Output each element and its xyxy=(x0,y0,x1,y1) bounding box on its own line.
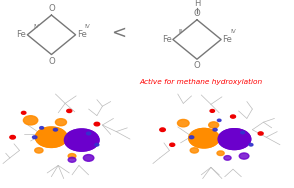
Circle shape xyxy=(21,111,26,114)
Circle shape xyxy=(210,109,215,112)
Circle shape xyxy=(95,143,99,146)
Circle shape xyxy=(239,153,249,159)
Circle shape xyxy=(258,132,263,135)
Circle shape xyxy=(35,127,67,147)
Text: O: O xyxy=(194,9,200,18)
Circle shape xyxy=(249,143,253,146)
Circle shape xyxy=(33,136,37,139)
Circle shape xyxy=(64,129,99,151)
Circle shape xyxy=(68,157,76,162)
Circle shape xyxy=(40,127,44,129)
Circle shape xyxy=(170,143,175,146)
Text: <: < xyxy=(111,24,127,42)
Text: O: O xyxy=(48,57,55,66)
Text: III: III xyxy=(179,29,183,34)
Circle shape xyxy=(224,156,231,160)
Text: Fe: Fe xyxy=(77,30,87,39)
Text: O: O xyxy=(48,4,55,13)
Text: Fe: Fe xyxy=(162,35,172,44)
Circle shape xyxy=(94,122,100,126)
Circle shape xyxy=(189,136,194,139)
Circle shape xyxy=(68,154,76,158)
Circle shape xyxy=(218,129,251,149)
Circle shape xyxy=(24,116,38,125)
Circle shape xyxy=(213,128,217,131)
Circle shape xyxy=(86,132,91,135)
Circle shape xyxy=(230,115,235,118)
Circle shape xyxy=(209,122,219,128)
Circle shape xyxy=(241,131,245,134)
Text: Fe: Fe xyxy=(222,35,232,44)
Text: Active for methane hydroxylation: Active for methane hydroxylation xyxy=(140,79,263,85)
Circle shape xyxy=(54,128,58,131)
Circle shape xyxy=(217,151,224,155)
Circle shape xyxy=(178,119,189,127)
Text: IV: IV xyxy=(230,29,236,34)
Circle shape xyxy=(217,119,221,121)
Circle shape xyxy=(190,148,198,153)
Text: IV: IV xyxy=(33,24,39,29)
Circle shape xyxy=(67,109,72,112)
Text: O: O xyxy=(194,61,200,70)
Circle shape xyxy=(189,128,219,148)
Circle shape xyxy=(35,127,67,147)
Circle shape xyxy=(64,129,99,151)
Circle shape xyxy=(35,148,43,153)
Circle shape xyxy=(83,155,94,161)
Circle shape xyxy=(160,128,165,131)
Text: IV: IV xyxy=(84,24,90,29)
Circle shape xyxy=(189,128,219,148)
Text: H: H xyxy=(194,0,200,8)
Circle shape xyxy=(56,119,66,126)
Circle shape xyxy=(10,136,15,139)
Circle shape xyxy=(218,129,251,149)
Text: Fe: Fe xyxy=(16,30,26,39)
